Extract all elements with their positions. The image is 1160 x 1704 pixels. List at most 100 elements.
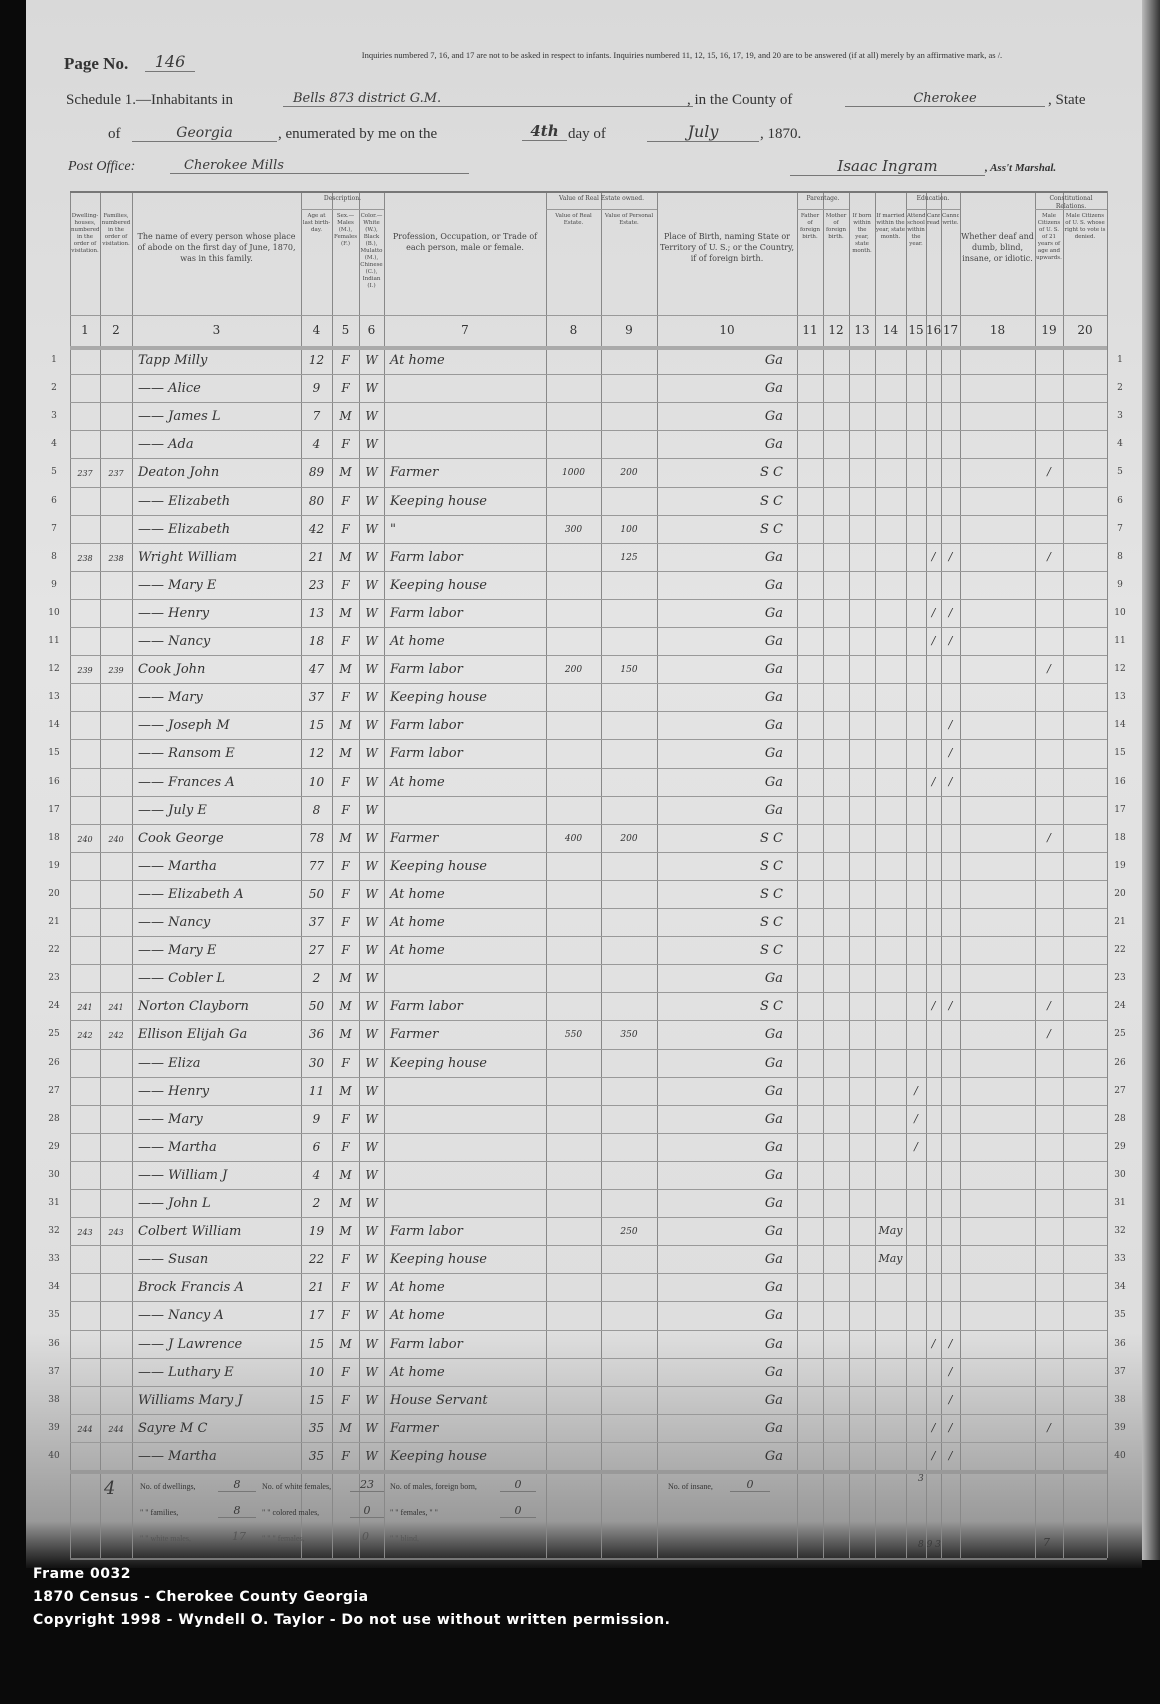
cell-color: W — [365, 1139, 378, 1154]
row-rule — [70, 992, 1107, 994]
cell-occ: Farmer — [390, 830, 439, 846]
cell-sex: F — [341, 1364, 350, 1379]
cell-occ: Keeping house — [390, 577, 487, 593]
cell-name: —— Frances A — [138, 774, 235, 790]
mark-col-14: May — [878, 1252, 903, 1266]
cell-age: 8 — [312, 802, 321, 817]
column-group-parentage: Parentage. — [806, 195, 840, 202]
state-field: Georgia — [132, 125, 277, 142]
cell-birth: Ga — [764, 1420, 783, 1436]
row-rule — [70, 542, 1107, 544]
cell-name: —— Elizabeth — [138, 493, 231, 509]
line-number-right: 18 — [1114, 832, 1126, 843]
mark-col-16: / — [931, 549, 936, 563]
cell-sex: M — [339, 746, 352, 761]
cell-re: 400 — [564, 833, 583, 844]
caption-title: 1870 Census - Cherokee County Georgia — [33, 1589, 369, 1605]
line-number-left: 1 — [51, 355, 57, 365]
cell-name: Cook George — [138, 830, 224, 846]
cell-color: W — [365, 521, 378, 536]
group-rule — [1035, 209, 1107, 210]
line-number-left: 30 — [48, 1169, 60, 1180]
line-number-right: 20 — [1114, 888, 1126, 899]
cell-pe: 250 — [620, 1227, 638, 1238]
row-rule — [70, 458, 1107, 460]
cell-sex: F — [341, 1392, 350, 1407]
cell-sex: F — [341, 437, 350, 452]
column-number-4: 4 — [312, 323, 321, 337]
col19-total: 7 — [1043, 1536, 1050, 1549]
marshal-signature: Isaac Ingram — [790, 157, 985, 176]
cell-pe: 200 — [620, 468, 638, 479]
column-rule — [132, 191, 133, 1558]
cell-age: 4 — [312, 1167, 321, 1182]
cell-dw: 243 — [77, 1228, 93, 1238]
cell-color: W — [365, 549, 378, 564]
post-office-field: Cherokee Mills — [170, 158, 469, 174]
line-number-left: 6 — [51, 495, 57, 506]
table-bottom-rule — [70, 1470, 1107, 1474]
line-number-right: 7 — [1117, 523, 1123, 534]
column-number-5: 5 — [341, 323, 350, 337]
cell-sex: F — [341, 915, 350, 929]
cell-birth: Ga — [764, 1027, 783, 1043]
column-rule — [384, 191, 385, 1558]
cell-dw: 240 — [77, 834, 93, 844]
cell-dw: 244 — [77, 1424, 93, 1434]
cell-age: 13 — [308, 605, 325, 620]
cell-birth: S C — [760, 943, 783, 959]
cell-birth: Ga — [764, 1448, 783, 1464]
line-number-right: 14 — [1114, 720, 1126, 731]
column-number-rule — [70, 346, 1107, 350]
colored-males-label: " " colored males, — [262, 1508, 320, 1517]
cell-birth: Ga — [764, 1252, 783, 1268]
row-rule — [70, 374, 1107, 376]
cell-name: Wright William — [138, 549, 238, 565]
cell-name: Deaton John — [138, 465, 220, 481]
row-rule — [70, 795, 1107, 797]
marshal-label: , Ass't Marshal. — [985, 162, 1057, 174]
cell-occ: At home — [390, 1280, 445, 1296]
mark-col-16: / — [931, 605, 936, 619]
cell-occ: Farm labor — [390, 746, 463, 762]
row-rule — [70, 1048, 1107, 1050]
cell-name: Tapp Milly — [138, 353, 208, 368]
cell-re: 550 — [564, 1030, 583, 1041]
line-number-left: 26 — [48, 1057, 60, 1068]
foreign-males-count: 0 — [500, 1478, 536, 1492]
cell-color: W — [365, 858, 378, 873]
column-header-16: Cannot read. — [927, 213, 940, 226]
cell-birth: Ga — [764, 1055, 783, 1071]
column-rule — [926, 191, 927, 1558]
cell-age: 9 — [312, 381, 321, 396]
cell-sex: F — [341, 353, 350, 367]
column-number-17: 17 — [942, 323, 959, 337]
cell-birth: S C — [760, 915, 783, 930]
row-rule — [70, 1020, 1107, 1022]
cell-color: W — [365, 353, 378, 367]
row-rule — [70, 683, 1107, 685]
cell-sex: M — [339, 1083, 352, 1098]
column-number-2: 2 — [112, 323, 120, 337]
row-rule — [70, 486, 1107, 488]
line-number-left: 29 — [48, 1141, 60, 1152]
cell-occ: At home — [390, 915, 445, 930]
cell-sex: F — [341, 634, 350, 648]
row-rule — [70, 1245, 1107, 1247]
cell-color: W — [365, 493, 378, 508]
column-rule — [875, 191, 876, 1558]
cell-re: 200 — [564, 665, 583, 676]
col15-total: 3 — [918, 1474, 924, 1484]
cell-age: 21 — [308, 549, 325, 564]
cell-occ: Farmer — [390, 1420, 439, 1436]
line-number-left: 39 — [48, 1422, 60, 1433]
cell-age: 15 — [308, 718, 325, 733]
column-number-7: 7 — [461, 323, 469, 337]
line-number-left: 16 — [48, 776, 60, 787]
column-header-5: Sex.—Males (M.), Females (F.) — [333, 213, 358, 247]
mark-col-17: / — [948, 999, 953, 1013]
line-number-right: 39 — [1114, 1422, 1126, 1433]
column-number-1: 1 — [81, 323, 89, 337]
mark-col-19: / — [1047, 662, 1051, 676]
cell-name: —— Alice — [138, 381, 201, 397]
